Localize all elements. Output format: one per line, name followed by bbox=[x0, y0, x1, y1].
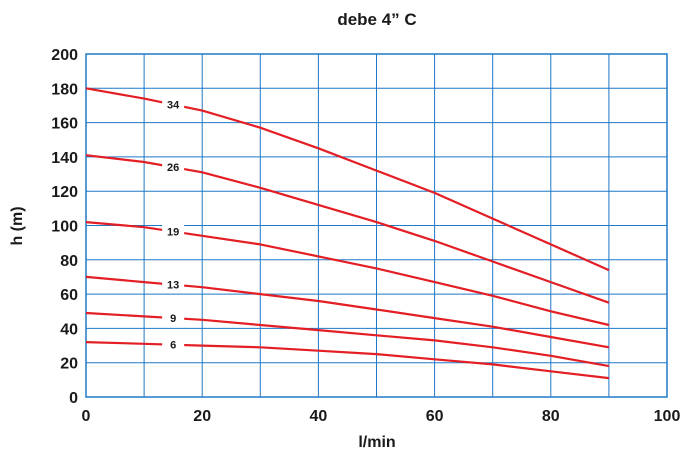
curve-label-bg bbox=[162, 160, 185, 175]
x-tick-label: 0 bbox=[82, 408, 91, 425]
curve-label-bg bbox=[162, 277, 185, 292]
chart-title: debe 4” C bbox=[337, 10, 416, 29]
y-tick-label: 60 bbox=[60, 287, 78, 304]
curve-label-26: 26 bbox=[167, 162, 179, 174]
curve-label-bg bbox=[162, 224, 185, 239]
y-tick-label: 40 bbox=[60, 321, 78, 338]
y-tick-label: 120 bbox=[51, 184, 78, 201]
curve-label-bg bbox=[162, 311, 185, 326]
y-tick-labels: 0 20 40 60 80 100 120 140 160 180 200 bbox=[51, 47, 78, 407]
y-tick-label: 100 bbox=[51, 219, 78, 236]
y-tick-label: 80 bbox=[60, 253, 78, 270]
y-tick-label: 180 bbox=[51, 81, 78, 98]
y-tick-label: 160 bbox=[51, 116, 78, 133]
x-tick-label: 80 bbox=[542, 408, 560, 425]
y-tick-label: 0 bbox=[69, 390, 78, 407]
x-tick-label: 40 bbox=[310, 408, 328, 425]
y-axis-label: h (m) bbox=[9, 206, 26, 245]
y-tick-label: 200 bbox=[51, 47, 78, 64]
x-tick-label: 20 bbox=[193, 408, 211, 425]
curve-label-bg bbox=[162, 337, 185, 352]
x-tick-label: 100 bbox=[654, 408, 681, 425]
curve-label-19: 19 bbox=[167, 227, 179, 239]
curve-labels: 34 26 19 13 9 6 bbox=[162, 97, 185, 352]
x-tick-label: 60 bbox=[426, 408, 444, 425]
curve-label-9: 9 bbox=[170, 313, 176, 325]
series-line-34 bbox=[85, 87, 610, 272]
x-axis-label: l/min bbox=[358, 434, 395, 451]
x-tick-labels: 0 20 40 60 80 100 bbox=[82, 408, 681, 425]
y-tick-label: 20 bbox=[60, 356, 78, 373]
grid bbox=[85, 53, 668, 398]
curve-label-34: 34 bbox=[167, 100, 180, 112]
curve-label-6: 6 bbox=[170, 340, 176, 352]
curve-label-bg bbox=[162, 97, 185, 112]
y-tick-label: 140 bbox=[51, 150, 78, 167]
plot-frame bbox=[85, 53, 668, 398]
curve-label-13: 13 bbox=[167, 280, 179, 292]
